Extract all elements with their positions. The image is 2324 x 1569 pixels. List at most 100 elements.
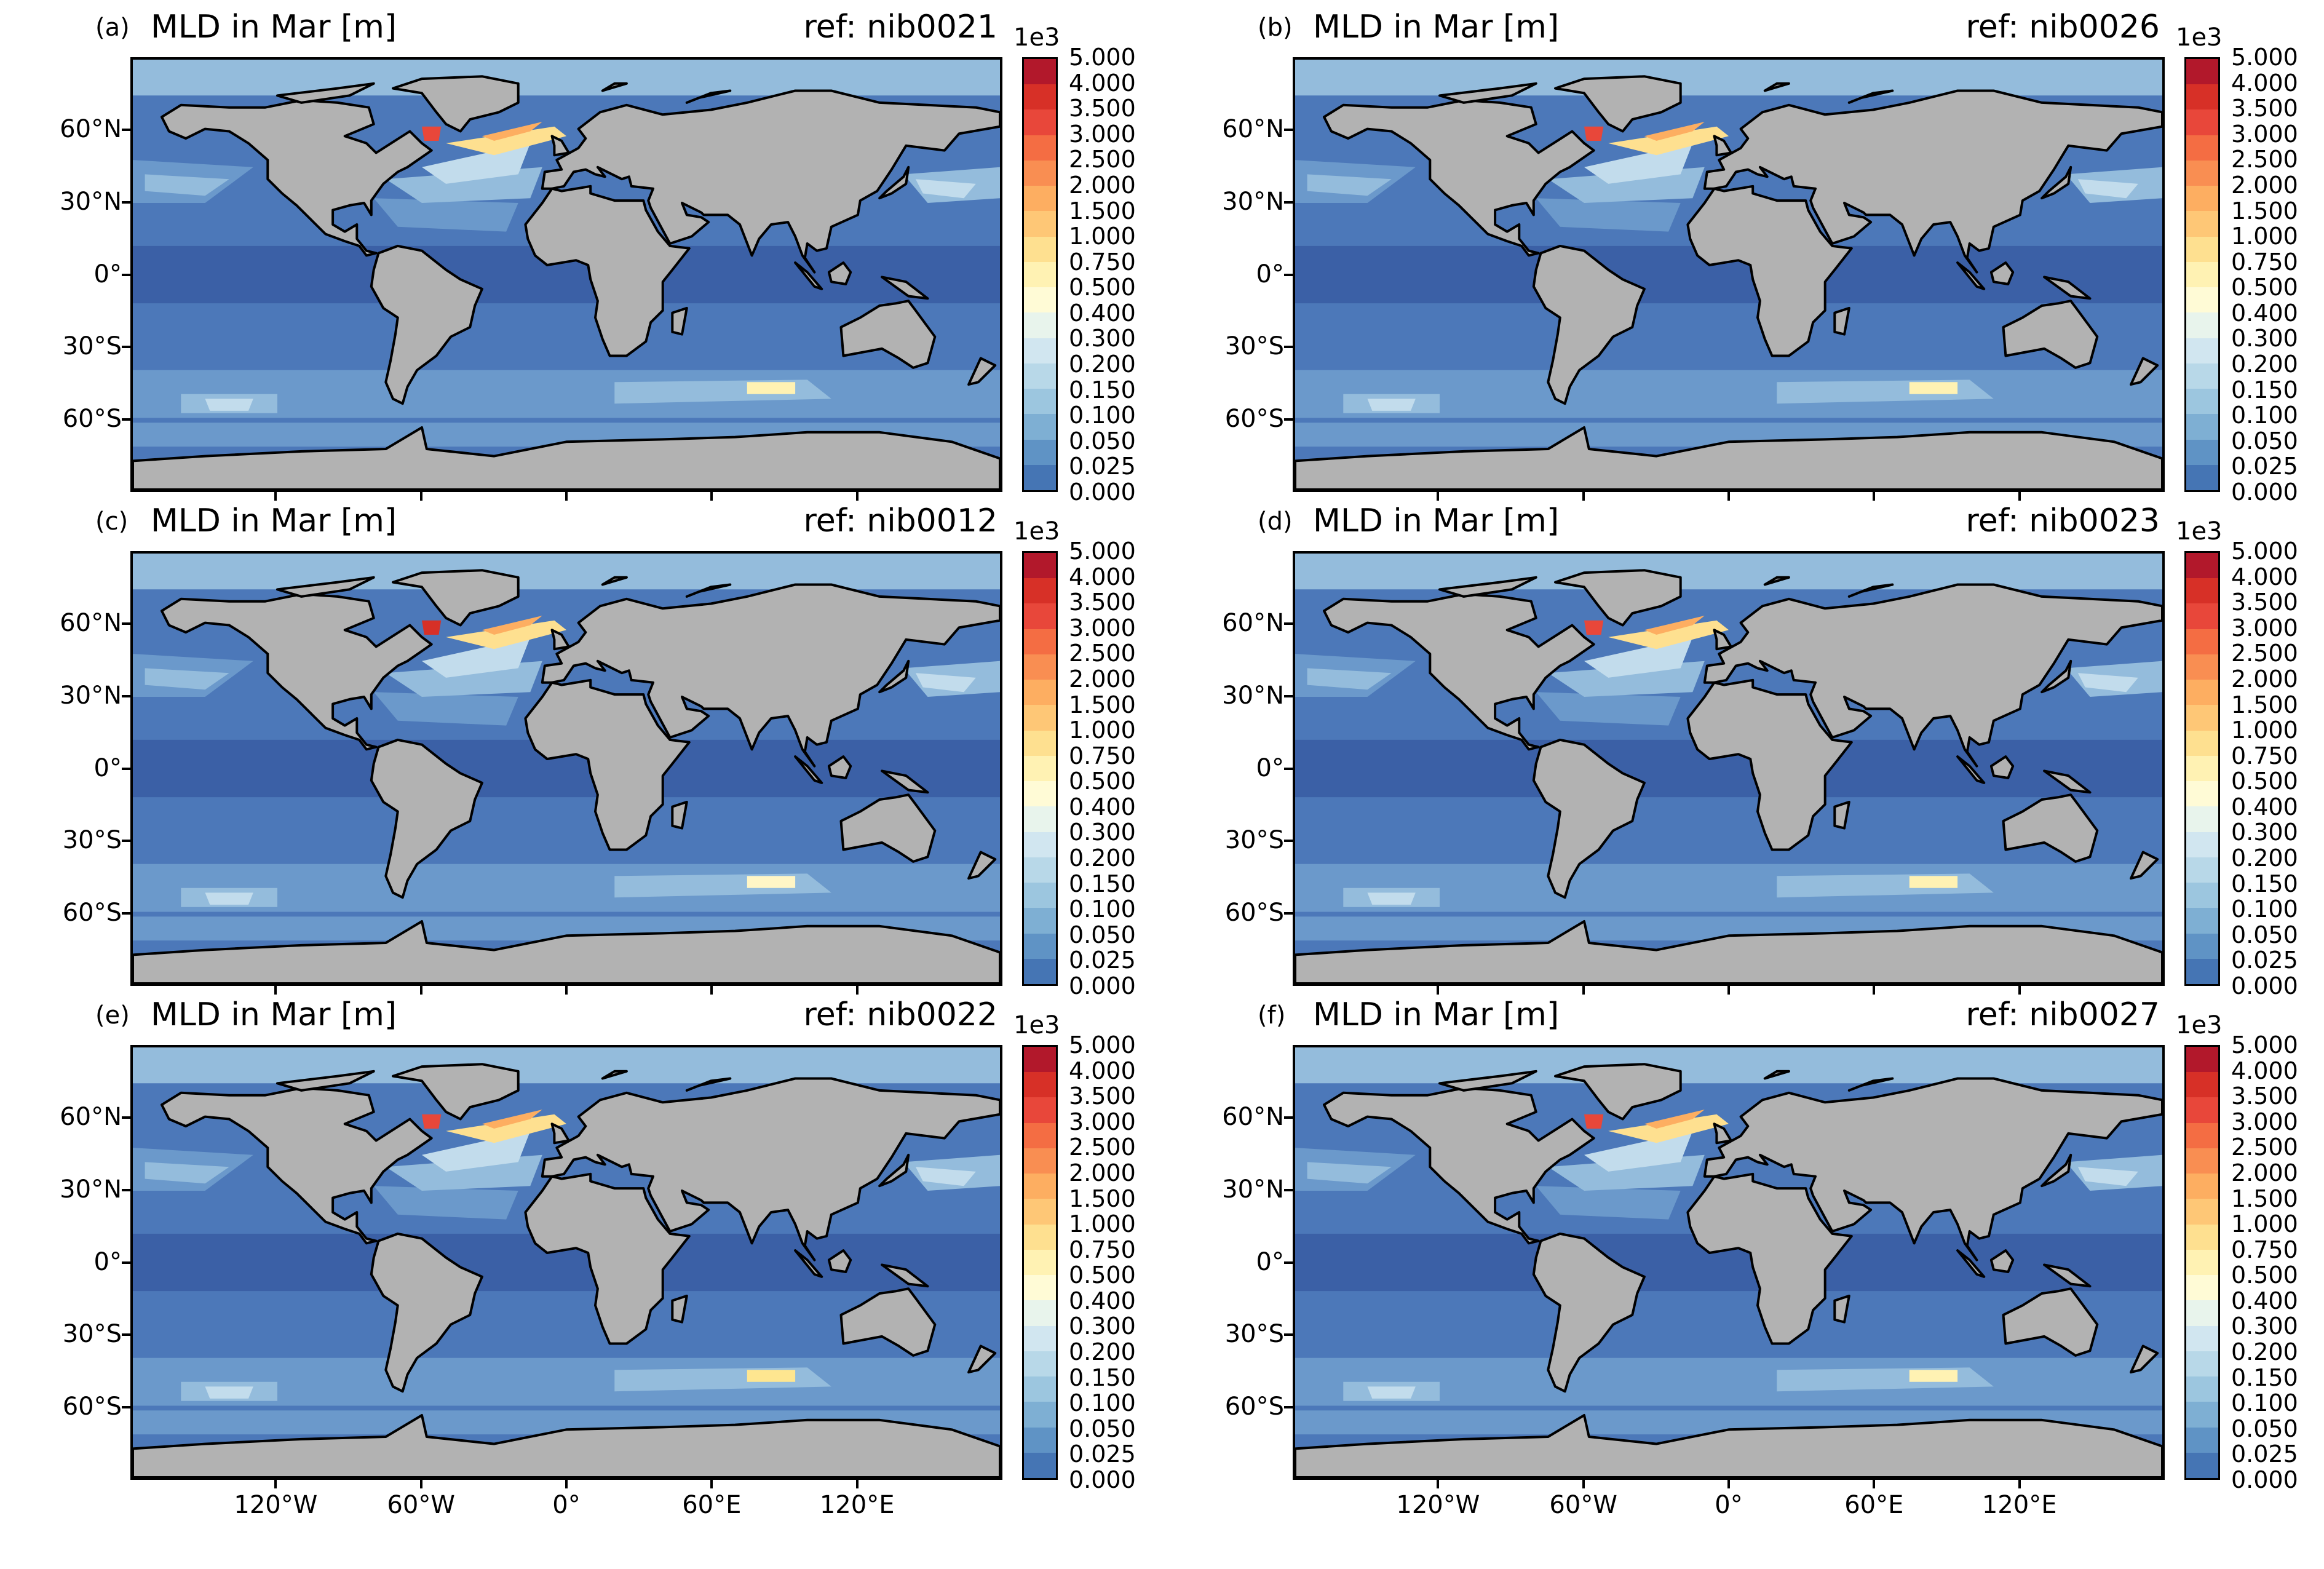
colorbar-swatch <box>2186 1402 2218 1428</box>
colorbar-tick-label: 2.500 <box>1069 146 1136 173</box>
lat-tick <box>1284 622 1293 625</box>
colorbar-tick-label: 0.200 <box>1069 844 1136 872</box>
mld-region <box>1584 637 1693 678</box>
mld-region <box>205 892 253 905</box>
colorbar-swatch <box>2186 363 2218 390</box>
mld-region <box>747 1370 796 1382</box>
colorbar <box>2184 1045 2220 1480</box>
lat-tick-label: 60°S <box>62 899 122 927</box>
mld-region <box>2077 673 2138 693</box>
mld-region <box>373 198 518 232</box>
lat-tick <box>1284 273 1293 276</box>
lon-tick <box>855 492 859 501</box>
land-mass <box>827 261 852 285</box>
colorbar-tick-label: 0.200 <box>2231 844 2298 872</box>
colorbar-swatch <box>2186 629 2218 655</box>
colorbar-swatch <box>1024 806 1056 833</box>
colorbar-exponent: 1e3 <box>2176 517 2223 546</box>
colorbar-exponent: 1e3 <box>2176 1011 2223 1039</box>
colorbar-swatch <box>2186 1047 2218 1073</box>
mld-region <box>1644 122 1705 141</box>
lat-tick-label: 60°N <box>1222 608 1284 637</box>
panel-letter: (c) <box>95 507 129 536</box>
colorbar-swatch <box>2186 287 2218 314</box>
panel-title: MLD in Mar [m] <box>1313 9 1560 46</box>
land-mass <box>550 1122 570 1145</box>
land-mass <box>133 920 1000 983</box>
land-mass <box>794 755 823 784</box>
mld-region <box>1536 692 1681 726</box>
colorbar-tick-label: 0.300 <box>2231 1313 2298 1340</box>
mld-region <box>133 60 1000 96</box>
colorbar-tick-label: 0.000 <box>2231 972 2298 999</box>
lon-tick-label: 120°W <box>234 1491 318 1519</box>
map-panel: (c) MLD in Mar [m] ref: nib0012 60°N 30°N 0° 3… <box>0 494 1162 998</box>
lon-tick-label: 0° <box>552 1491 581 1519</box>
colorbar-tick-label: 0.300 <box>1069 1313 1136 1340</box>
land-mass <box>392 569 520 627</box>
land-mass <box>881 1263 929 1288</box>
lat-tick-label: 0° <box>93 260 122 288</box>
land-mass <box>370 1232 483 1393</box>
colorbar-swatch <box>2186 1174 2218 1200</box>
mld-region <box>133 245 1000 304</box>
lat-tick-label: 30°S <box>1224 826 1284 855</box>
map-area <box>1293 1045 2165 1480</box>
lon-tick-label: 120°E <box>819 1491 895 1519</box>
mld-region <box>422 143 531 184</box>
colorbar-tick-label: 0.000 <box>2231 479 2298 506</box>
colorbar-tick-label: 4.000 <box>1069 69 1136 97</box>
lon-tick <box>565 1480 568 1488</box>
land-mass <box>392 75 520 133</box>
land-mass <box>1989 1249 2015 1273</box>
colorbar-tick-label: 0.050 <box>2231 921 2298 948</box>
colorbar-tick-label: 4.000 <box>2231 69 2298 97</box>
mld-region <box>446 620 566 649</box>
lat-tick <box>122 622 130 625</box>
colorbar-tick-label: 2.500 <box>2231 146 2298 173</box>
mld-region <box>2077 1167 2138 1186</box>
mld-region <box>133 1047 1000 1084</box>
panel-ref: ref: nib0012 <box>803 502 997 539</box>
colorbar-swatch <box>2186 261 2218 288</box>
colorbar-swatch <box>2186 705 2218 731</box>
colorbar-tick-label: 3.500 <box>2231 95 2298 122</box>
lat-tick-label: 30°S <box>1224 1320 1284 1349</box>
colorbar-swatch <box>1024 730 1056 757</box>
colorbar-swatch <box>1024 464 1056 490</box>
colorbar-tick-label: 2.500 <box>1069 1134 1136 1161</box>
land-mass <box>1438 576 1537 598</box>
lon-tick-label: 60°W <box>1549 1491 1617 1519</box>
colorbar-tick-label: 2.500 <box>2231 640 2298 667</box>
land-mass <box>1532 738 1646 899</box>
colorbar-swatch <box>2186 338 2218 364</box>
colorbar-swatch <box>1024 1047 1056 1073</box>
mld-region <box>1536 1186 1681 1220</box>
colorbar-tick-label: 0.750 <box>2231 742 2298 769</box>
colorbar-swatch <box>1024 705 1056 731</box>
land-mass <box>276 576 375 598</box>
mld-region <box>1295 245 2162 304</box>
map-svg <box>133 60 1000 490</box>
colorbar-tick-label: 0.025 <box>2231 1440 2298 1468</box>
colorbar-tick-label: 0.050 <box>1069 921 1136 948</box>
land-mass <box>550 629 570 651</box>
colorbar-tick-label: 0.200 <box>2231 1338 2298 1366</box>
colorbar-tick-label: 4.000 <box>1069 1057 1136 1084</box>
colorbar-swatch <box>2186 236 2218 263</box>
land-mass <box>878 659 910 694</box>
colorbar-swatch <box>1024 1376 1056 1403</box>
colorbar-swatch <box>1024 553 1056 579</box>
mld-region <box>1307 668 1392 690</box>
mld-region <box>1584 1114 1604 1129</box>
mld-region <box>915 179 976 199</box>
lat-tick-label: 60°N <box>1222 1102 1284 1131</box>
lon-tick-label: 120°E <box>1981 1491 2057 1519</box>
colorbar-swatch <box>2186 1249 2218 1276</box>
lon-tick <box>565 986 568 995</box>
colorbar-tick-label: 5.000 <box>1069 1031 1136 1059</box>
lat-tick <box>1284 840 1293 843</box>
mld-region <box>1608 126 1729 156</box>
lat-tick <box>122 418 130 421</box>
land-mass <box>1847 1077 1894 1092</box>
